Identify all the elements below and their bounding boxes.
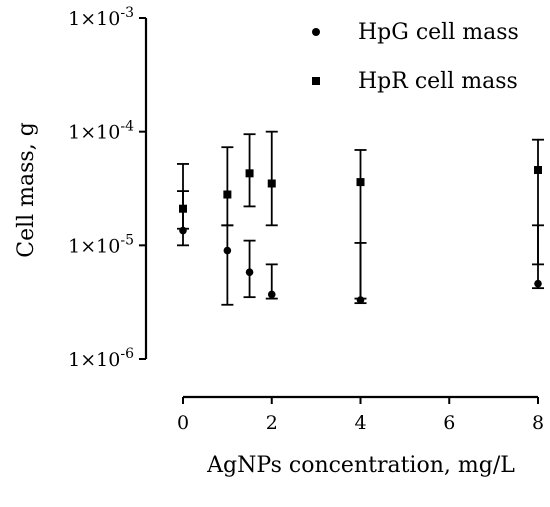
legend: HpG cell mass HpR cell mass	[312, 20, 519, 94]
legend-label: HpG cell mass	[358, 20, 519, 45]
data-point-circle	[267, 290, 276, 299]
legend-marker-circle	[312, 28, 320, 36]
x-tick-label: 4	[354, 412, 366, 434]
data-point-circle	[534, 279, 542, 288]
y-tick-label: 1×10-4	[68, 119, 134, 144]
data-point-square	[267, 179, 276, 188]
data-point-square	[534, 165, 542, 174]
data-point-square	[179, 204, 187, 213]
plot-area	[177, 130, 544, 306]
legend-marker-square	[312, 77, 320, 85]
x-tick-label: 0	[177, 412, 189, 434]
legend-label: HpR cell mass	[358, 69, 518, 94]
x-tick-label: 8	[532, 412, 544, 434]
x-tick-label: 2	[266, 412, 278, 434]
legend-item: HpR cell mass	[312, 69, 518, 94]
series-hpr	[177, 130, 544, 300]
data-point-square	[356, 178, 365, 187]
data-point-circle	[245, 268, 254, 277]
data-point-square	[223, 190, 232, 199]
y-tick-label: 1×10-6	[68, 346, 134, 371]
y-axis-title: Cell mass, g	[14, 122, 39, 258]
data-point-circle	[223, 246, 232, 255]
data-point-square	[245, 169, 254, 178]
x-tick-label: 6	[443, 412, 455, 434]
y-axis: 1×10-6 1×10-5 1×10-4 1×10-3 Cell mass, g	[14, 5, 148, 371]
legend-item: HpG cell mass	[312, 20, 519, 45]
x-axis: 0 2 4 6 8 AgNPs concentration, mg/L	[177, 395, 544, 478]
y-tick-label: 1×10-3	[68, 5, 134, 30]
x-axis-title: AgNPs concentration, mg/L	[206, 453, 515, 478]
y-tick-label: 1×10-5	[68, 232, 134, 257]
